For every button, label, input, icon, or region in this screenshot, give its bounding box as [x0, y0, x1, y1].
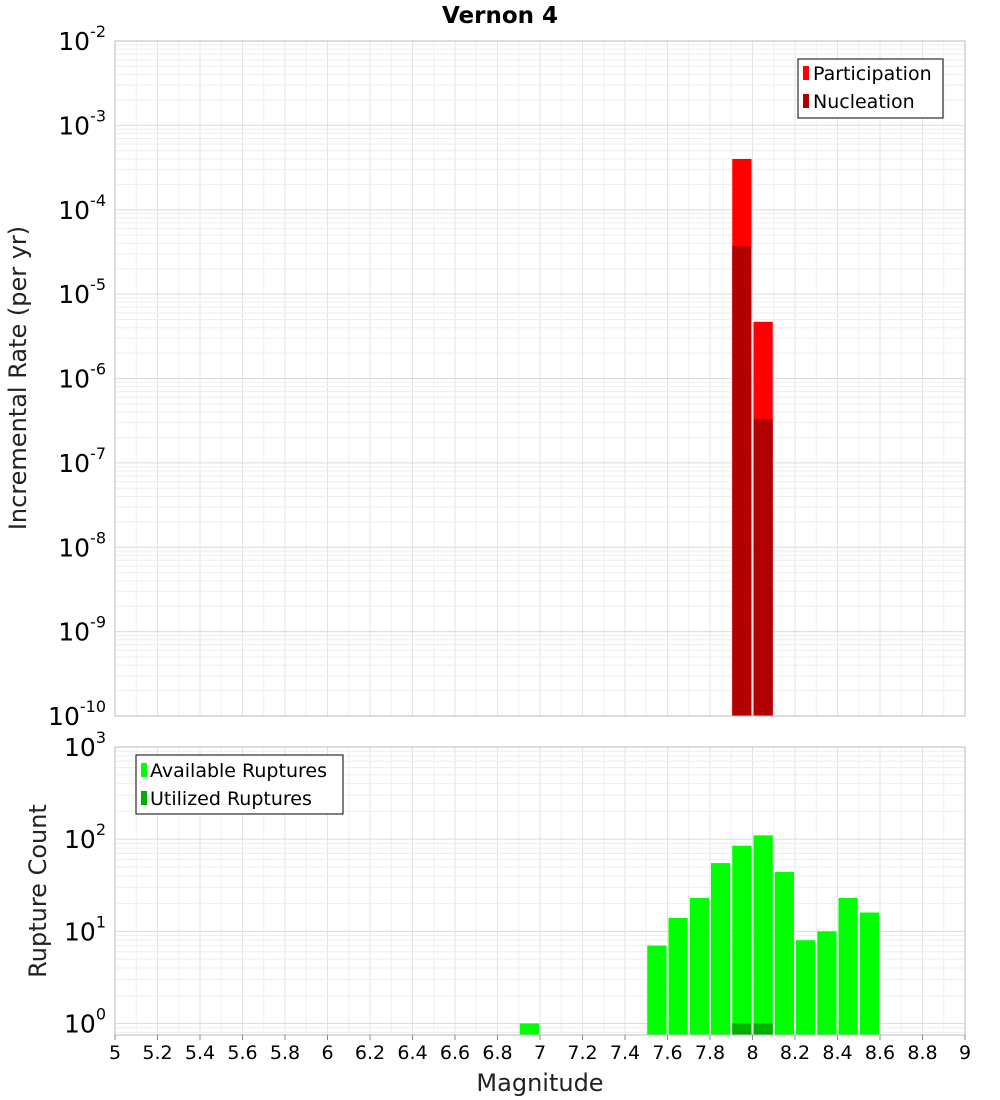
bar-available-ruptures	[711, 863, 731, 1035]
bar-available-ruptures	[732, 845, 752, 1035]
x-tick-label: 7.8	[695, 1042, 725, 1064]
top-y-tick-label: 10-6	[58, 360, 106, 394]
bottom-y-tick-label: 103	[64, 728, 106, 762]
top-y-tick-label: 10-2	[58, 22, 106, 56]
x-axis-ticks: 5 5.2 5.4 5.6 5.8 6 6.2 6.4 6.6 6.8 7 7.2 7.4 7.6 7.8 8…	[109, 1035, 971, 1064]
bottom-y-tick-label: 101	[64, 912, 106, 946]
x-tick-label: 6.4	[397, 1042, 427, 1064]
top-grid	[114, 40, 966, 717]
bar-nucleation	[732, 246, 752, 716]
bottom-panel: 100 101 102 103 Rupture Count Available Rup…	[24, 728, 966, 1038]
x-tick-label: 9	[959, 1042, 971, 1064]
legend-swatch-nucleation	[803, 94, 809, 108]
top-y-tick-label: 10-3	[58, 106, 106, 140]
x-tick-label: 7	[534, 1042, 546, 1064]
top-bars	[732, 158, 773, 717]
top-legend-box	[797, 58, 944, 119]
bar-available-ruptures	[817, 931, 837, 1035]
x-tick-label: 5	[109, 1042, 121, 1064]
x-tick-label: 8.4	[822, 1042, 852, 1064]
x-tick-label: 6.6	[440, 1042, 470, 1064]
x-tick-label: 6	[321, 1042, 333, 1064]
x-tick-label: 5.2	[142, 1042, 172, 1064]
bar-available-ruptures	[668, 917, 688, 1035]
x-tick-label: 8	[746, 1042, 758, 1064]
legend-label-nucleation: Nucleation	[813, 91, 915, 113]
legend-label-participation: Participation	[813, 63, 932, 85]
x-tick-label: 8.8	[907, 1042, 937, 1064]
bar-available-ruptures	[519, 1023, 539, 1035]
x-tick-label: 7.6	[652, 1042, 682, 1064]
top-legend: Participation Nucleation	[797, 58, 944, 119]
top-y-tick-label: 10-8	[58, 528, 106, 562]
bottom-y-axis-label: Rupture Count	[24, 804, 52, 978]
bottom-bars	[519, 835, 879, 1035]
legend-swatch-available-ruptures	[141, 763, 147, 777]
legend-swatch-utilized-ruptures	[141, 791, 147, 805]
top-y-ticks: 10-10 10-9 10-8 10-7 10-6 10-5 10-4 10-3 10-2	[48, 22, 106, 731]
bottom-legend-box	[135, 754, 344, 815]
legend-swatch-participation	[803, 66, 809, 80]
bottom-y-ticks: 100 101 102 103	[64, 728, 106, 1038]
x-tick-label: 7.2	[567, 1042, 597, 1064]
bar-nucleation	[753, 419, 773, 716]
legend-label-utilized-ruptures: Utilized Ruptures	[150, 788, 312, 810]
top-panel: 10-10 10-9 10-8 10-7 10-6 10-5 10-4 10-3 10-2 In…	[4, 22, 966, 731]
x-tick-label: 5.6	[227, 1042, 257, 1064]
top-y-tick-label: 10-9	[58, 613, 106, 647]
x-tick-label: 8.2	[780, 1042, 810, 1064]
x-tick-label: 7.4	[610, 1042, 640, 1064]
bar-available-ruptures	[647, 945, 667, 1035]
top-y-tick-label: 10-4	[58, 191, 106, 225]
top-y-tick-label: 10-10	[48, 697, 106, 731]
legend-label-available-ruptures: Available Ruptures	[150, 760, 327, 782]
top-y-tick-label: 10-7	[58, 444, 106, 478]
top-plot-frame	[114, 40, 966, 717]
bottom-y-tick-label: 102	[64, 820, 106, 854]
x-tick-label: 8.6	[865, 1042, 895, 1064]
bar-available-ruptures	[689, 897, 709, 1035]
bar-available-ruptures	[753, 835, 773, 1035]
top-y-tick-label: 10-5	[58, 275, 106, 309]
bar-available-ruptures	[859, 912, 879, 1035]
bar-available-ruptures	[838, 897, 858, 1035]
x-tick-label: 5.8	[270, 1042, 300, 1064]
x-tick-label: 6.2	[355, 1042, 385, 1064]
bottom-legend: Available Ruptures Utilized Ruptures	[135, 754, 344, 815]
bar-utilized-ruptures	[753, 1023, 773, 1035]
x-axis-label: Magnitude	[476, 1069, 603, 1097]
x-tick-label: 6.8	[482, 1042, 512, 1064]
bar-utilized-ruptures	[732, 1023, 752, 1035]
x-tick-label: 5.4	[185, 1042, 215, 1064]
chart-title: Vernon 4	[442, 3, 558, 29]
bar-available-ruptures	[774, 872, 794, 1035]
bottom-y-tick-label: 100	[64, 1004, 106, 1038]
bar-available-ruptures	[796, 940, 816, 1035]
top-y-axis-label: Incremental Rate (per yr)	[4, 226, 32, 530]
